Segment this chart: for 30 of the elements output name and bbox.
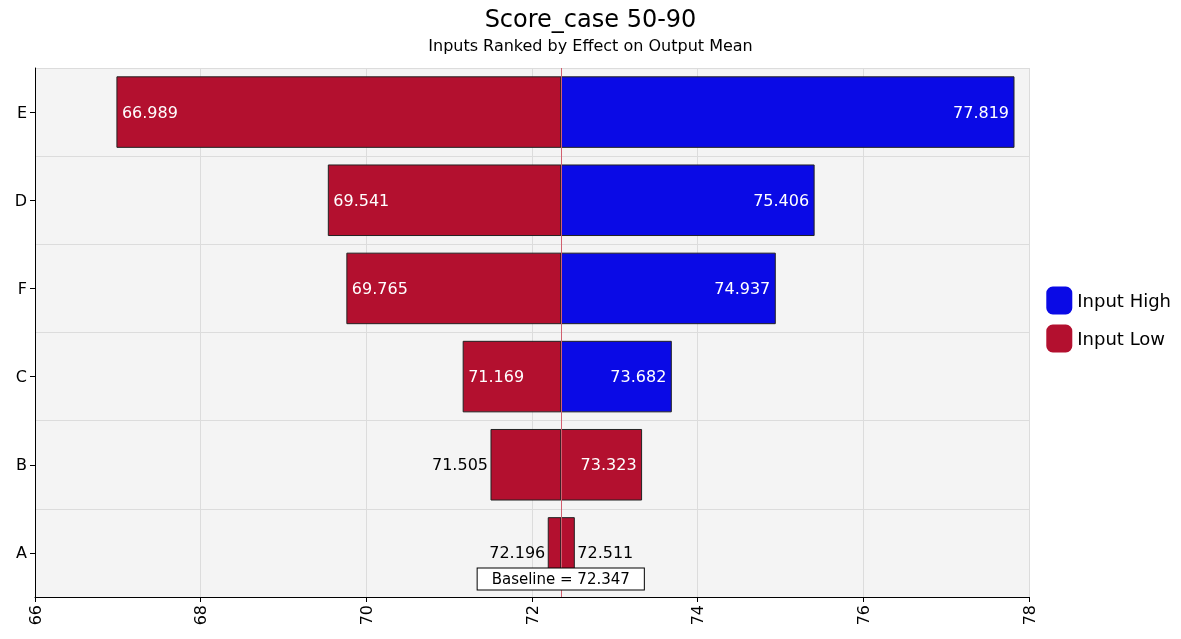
data-label: 72.196	[489, 543, 546, 563]
x-tick-label: 66	[25, 605, 45, 626]
data-label: 69.765	[351, 278, 408, 298]
y-tick-label: F	[17, 278, 27, 298]
data-label: 77.819	[953, 102, 1010, 122]
y-tick-label: B	[16, 455, 27, 475]
data-label: 75.406	[753, 190, 810, 210]
data-label: 71.169	[468, 367, 525, 387]
y-tick-label: D	[14, 190, 27, 210]
data-label: 71.505	[432, 455, 488, 475]
x-tick-label: 70	[356, 605, 376, 626]
x-tick-label: 74	[688, 605, 708, 626]
x-tick-label: 76	[853, 605, 873, 626]
ref-line-label: Baseline = 72.347	[491, 570, 630, 588]
y-tick-label: A	[16, 543, 28, 563]
data-label: 66.989	[121, 102, 178, 122]
x-tick-label: 78	[1019, 605, 1039, 626]
x-tick-label: 72	[522, 605, 542, 626]
chart-title: Score_case 50-90	[484, 5, 697, 33]
y-tick-label: C	[15, 367, 27, 387]
x-tick-label: 68	[191, 605, 211, 626]
data-label: 69.541	[333, 190, 390, 210]
legend-label: Input High	[1077, 290, 1171, 311]
y-tick-label: E	[16, 102, 27, 122]
chart-subtitle: Inputs Ranked by Effect on Output Mean	[428, 35, 753, 55]
data-label: 73.682	[610, 367, 667, 387]
data-label: 72.511	[577, 543, 634, 563]
data-label: 73.323	[580, 455, 637, 475]
legend-label: Input Low	[1077, 328, 1166, 349]
data-label: 74.937	[714, 278, 771, 298]
